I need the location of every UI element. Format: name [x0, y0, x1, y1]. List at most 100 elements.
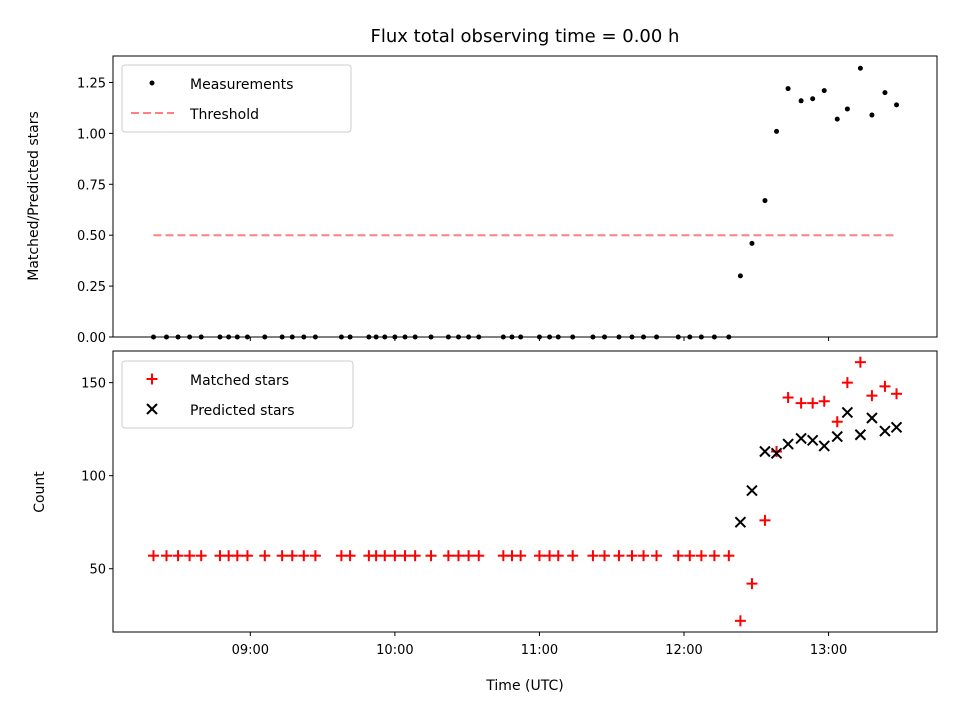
legend-measurements-label: Measurements	[190, 77, 293, 93]
matched-star-point	[746, 578, 758, 590]
matched-star-point	[879, 380, 891, 392]
matched-star-point	[891, 388, 903, 400]
matched-star-point	[651, 550, 663, 562]
predicted-star-point	[746, 484, 758, 497]
matched-star-point	[708, 550, 720, 562]
matched-star-point	[807, 397, 819, 409]
matched-star-point	[533, 550, 545, 562]
bottom-legend-box	[121, 360, 354, 429]
y-tick-label: 0.75	[77, 178, 106, 193]
predicted-star-point	[806, 434, 819, 447]
matched-star-point	[684, 550, 696, 562]
top-panel: 0.00 0.25 0.50 0.75 1.00 1.25 Matched/Predict…	[26, 55, 938, 346]
matched-star-point	[309, 550, 321, 562]
legend-matched-label: Matched stars	[190, 373, 289, 389]
matched-star-point	[195, 550, 207, 562]
x-tick-label: 13:00	[810, 643, 847, 658]
legend-predicted-label: Predicted stars	[190, 403, 295, 419]
x-tick-label: 10:00	[376, 643, 413, 658]
predicted-star-point	[782, 438, 794, 450]
measurement-point	[844, 106, 850, 112]
measurement-point	[774, 128, 780, 134]
bottom-panel-ylabel: Count	[32, 471, 48, 513]
matched-star-point	[399, 550, 411, 562]
predicted-star-point	[818, 440, 830, 452]
matched-star-point	[172, 550, 184, 562]
chart-title: Flux total observing time = 0.00 h	[371, 26, 680, 47]
bottom-panel-y-ticks: 50 100 150	[81, 377, 113, 578]
top-panel-frame	[112, 55, 938, 338]
y-tick-label: 0.00	[77, 331, 106, 346]
x-tick-label: 09:00	[232, 643, 269, 658]
top-panel-legend: Measurements Threshold	[121, 64, 352, 133]
matched-star-point	[160, 550, 172, 562]
matched-star-point	[626, 550, 638, 562]
matched-star-point	[771, 445, 783, 457]
predicted-star-point	[831, 430, 843, 443]
measurement-point	[737, 273, 743, 279]
top-panel-data	[150, 65, 900, 340]
x-tick-label: 11:00	[521, 643, 558, 658]
y-tick-label: 150	[81, 377, 106, 392]
matched-star-point	[473, 550, 485, 562]
y-tick-label: 1.00	[77, 127, 106, 142]
matched-star-point	[552, 550, 564, 562]
legend-predicted-marker	[146, 403, 158, 415]
x-axis-label: Time (UTC)	[485, 678, 563, 694]
measurement-point	[821, 88, 827, 94]
matched-star-point	[695, 550, 707, 562]
legend-matched-marker	[146, 373, 158, 385]
matched-star-point	[759, 514, 771, 526]
matched-star-point	[286, 550, 298, 562]
matched-star-point	[259, 550, 271, 562]
measurement-point	[749, 240, 755, 246]
measurement-point	[798, 98, 804, 104]
matched-star-point	[463, 550, 475, 562]
matched-star-point	[613, 550, 625, 562]
matched-star-point	[841, 377, 853, 389]
bottom-panel-frame	[112, 350, 938, 633]
legend-threshold-label: Threshold	[189, 107, 259, 123]
measurement-point	[869, 112, 875, 118]
matched-star-point	[147, 550, 159, 562]
matched-star-point	[818, 395, 830, 407]
predicted-star-point	[841, 406, 854, 419]
matched-star-point	[515, 550, 527, 562]
top-panel-ylabel: Matched/Predicted stars	[26, 111, 42, 281]
measurement-point	[882, 90, 888, 96]
bottom-panel: 50 100 150 09:00 10:00 11:00 12:00 13:00 Count…	[32, 350, 938, 694]
predicted-star-point	[795, 432, 807, 445]
matched-star-point	[184, 550, 196, 562]
matched-star-point	[344, 550, 356, 562]
matched-star-point	[795, 397, 807, 409]
predicted-star-point	[734, 516, 747, 528]
matched-star-point	[866, 390, 878, 402]
matched-star-point	[379, 550, 391, 562]
predicted-star-point	[866, 412, 878, 424]
matched-star-point	[854, 356, 866, 368]
measurement-point	[810, 96, 816, 102]
legend-measurements-marker	[149, 80, 155, 86]
matched-star-point	[425, 550, 437, 562]
matched-star-point	[672, 550, 684, 562]
matched-star-point	[453, 550, 465, 562]
matched-star-point	[599, 550, 611, 562]
matched-star-point	[409, 550, 421, 562]
y-tick-label: 0.25	[77, 280, 106, 295]
matched-star-point	[231, 550, 243, 562]
measurement-point	[834, 116, 840, 122]
predicted-star-point	[770, 447, 783, 460]
predicted-star-point	[879, 425, 891, 437]
matched-star-point	[587, 550, 599, 562]
top-panel-y-ticks: 0.00 0.25 0.50 0.75 1.00 1.25	[77, 76, 113, 346]
predicted-star-point	[890, 421, 903, 434]
bottom-panel-x-ticks: 09:00 10:00 11:00 12:00 13:00	[232, 632, 847, 658]
matched-star-point	[831, 416, 843, 428]
predicted-star-point	[854, 429, 867, 441]
measurement-point	[894, 102, 900, 108]
matched-star-point	[567, 550, 579, 562]
x-tick-label: 12:00	[665, 643, 702, 658]
measurement-point	[762, 198, 768, 204]
matched-star-point	[782, 392, 794, 404]
predicted-star-point	[759, 445, 771, 458]
